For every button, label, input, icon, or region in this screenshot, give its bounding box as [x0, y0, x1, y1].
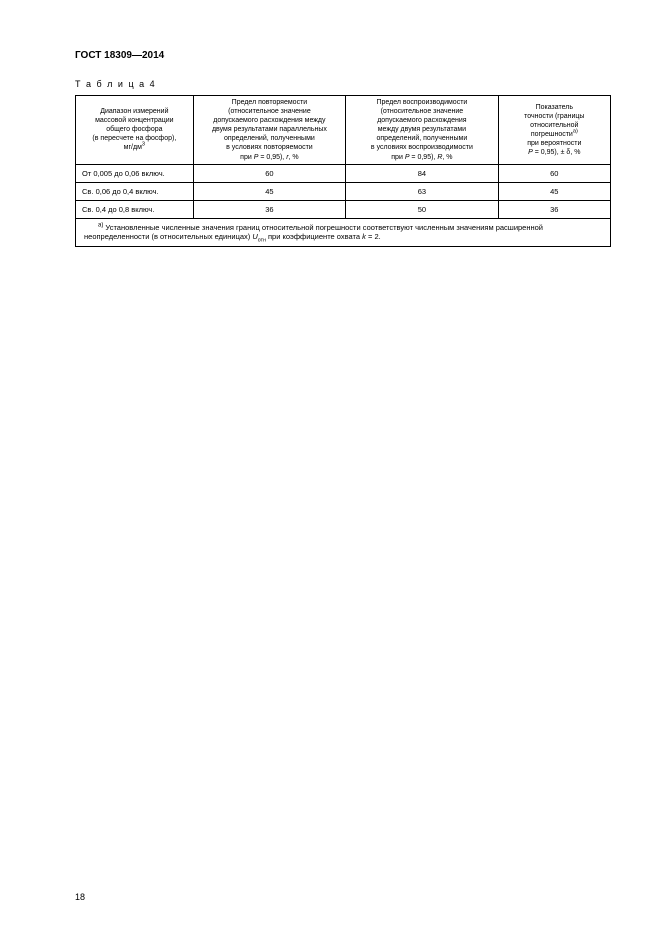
cell-R: 84: [346, 164, 498, 182]
footnote-cell: а) Установленные численные значения гран…: [76, 218, 611, 247]
cell-d: 60: [498, 164, 610, 182]
column-header-repeatability: Предел повторяемости (относительное знач…: [193, 96, 345, 165]
column-header-range: Диапазон измерений массовой концентрации…: [76, 96, 194, 165]
cell-R: 50: [346, 200, 498, 218]
cell-r: 45: [193, 182, 345, 200]
column-header-reproducibility: Предел воспроизводимости (относительное …: [346, 96, 498, 165]
cell-d: 45: [498, 182, 610, 200]
cell-R: 63: [346, 182, 498, 200]
table-label: Т а б л и ц а 4: [75, 79, 611, 89]
cell-range: Св. 0,06 до 0,4 включ.: [76, 182, 194, 200]
table-row: Св. 0,06 до 0,4 включ. 45 63 45: [76, 182, 611, 200]
table-row: От 0,005 до 0,06 включ. 60 84 60: [76, 164, 611, 182]
data-table: Диапазон измерений массовой концентрации…: [75, 95, 611, 247]
cell-range: От 0,005 до 0,06 включ.: [76, 164, 194, 182]
standard-title: ГОСТ 18309—2014: [75, 50, 611, 61]
table-row: Св. 0,4 до 0,8 включ. 36 50 36: [76, 200, 611, 218]
cell-d: 36: [498, 200, 610, 218]
cell-r: 36: [193, 200, 345, 218]
page-number: 18: [75, 892, 85, 902]
cell-range: Св. 0,4 до 0,8 включ.: [76, 200, 194, 218]
table-footnote-row: а) Установленные численные значения гран…: [76, 218, 611, 247]
cell-r: 60: [193, 164, 345, 182]
column-header-accuracy: Показатель точности (границы относительн…: [498, 96, 610, 165]
